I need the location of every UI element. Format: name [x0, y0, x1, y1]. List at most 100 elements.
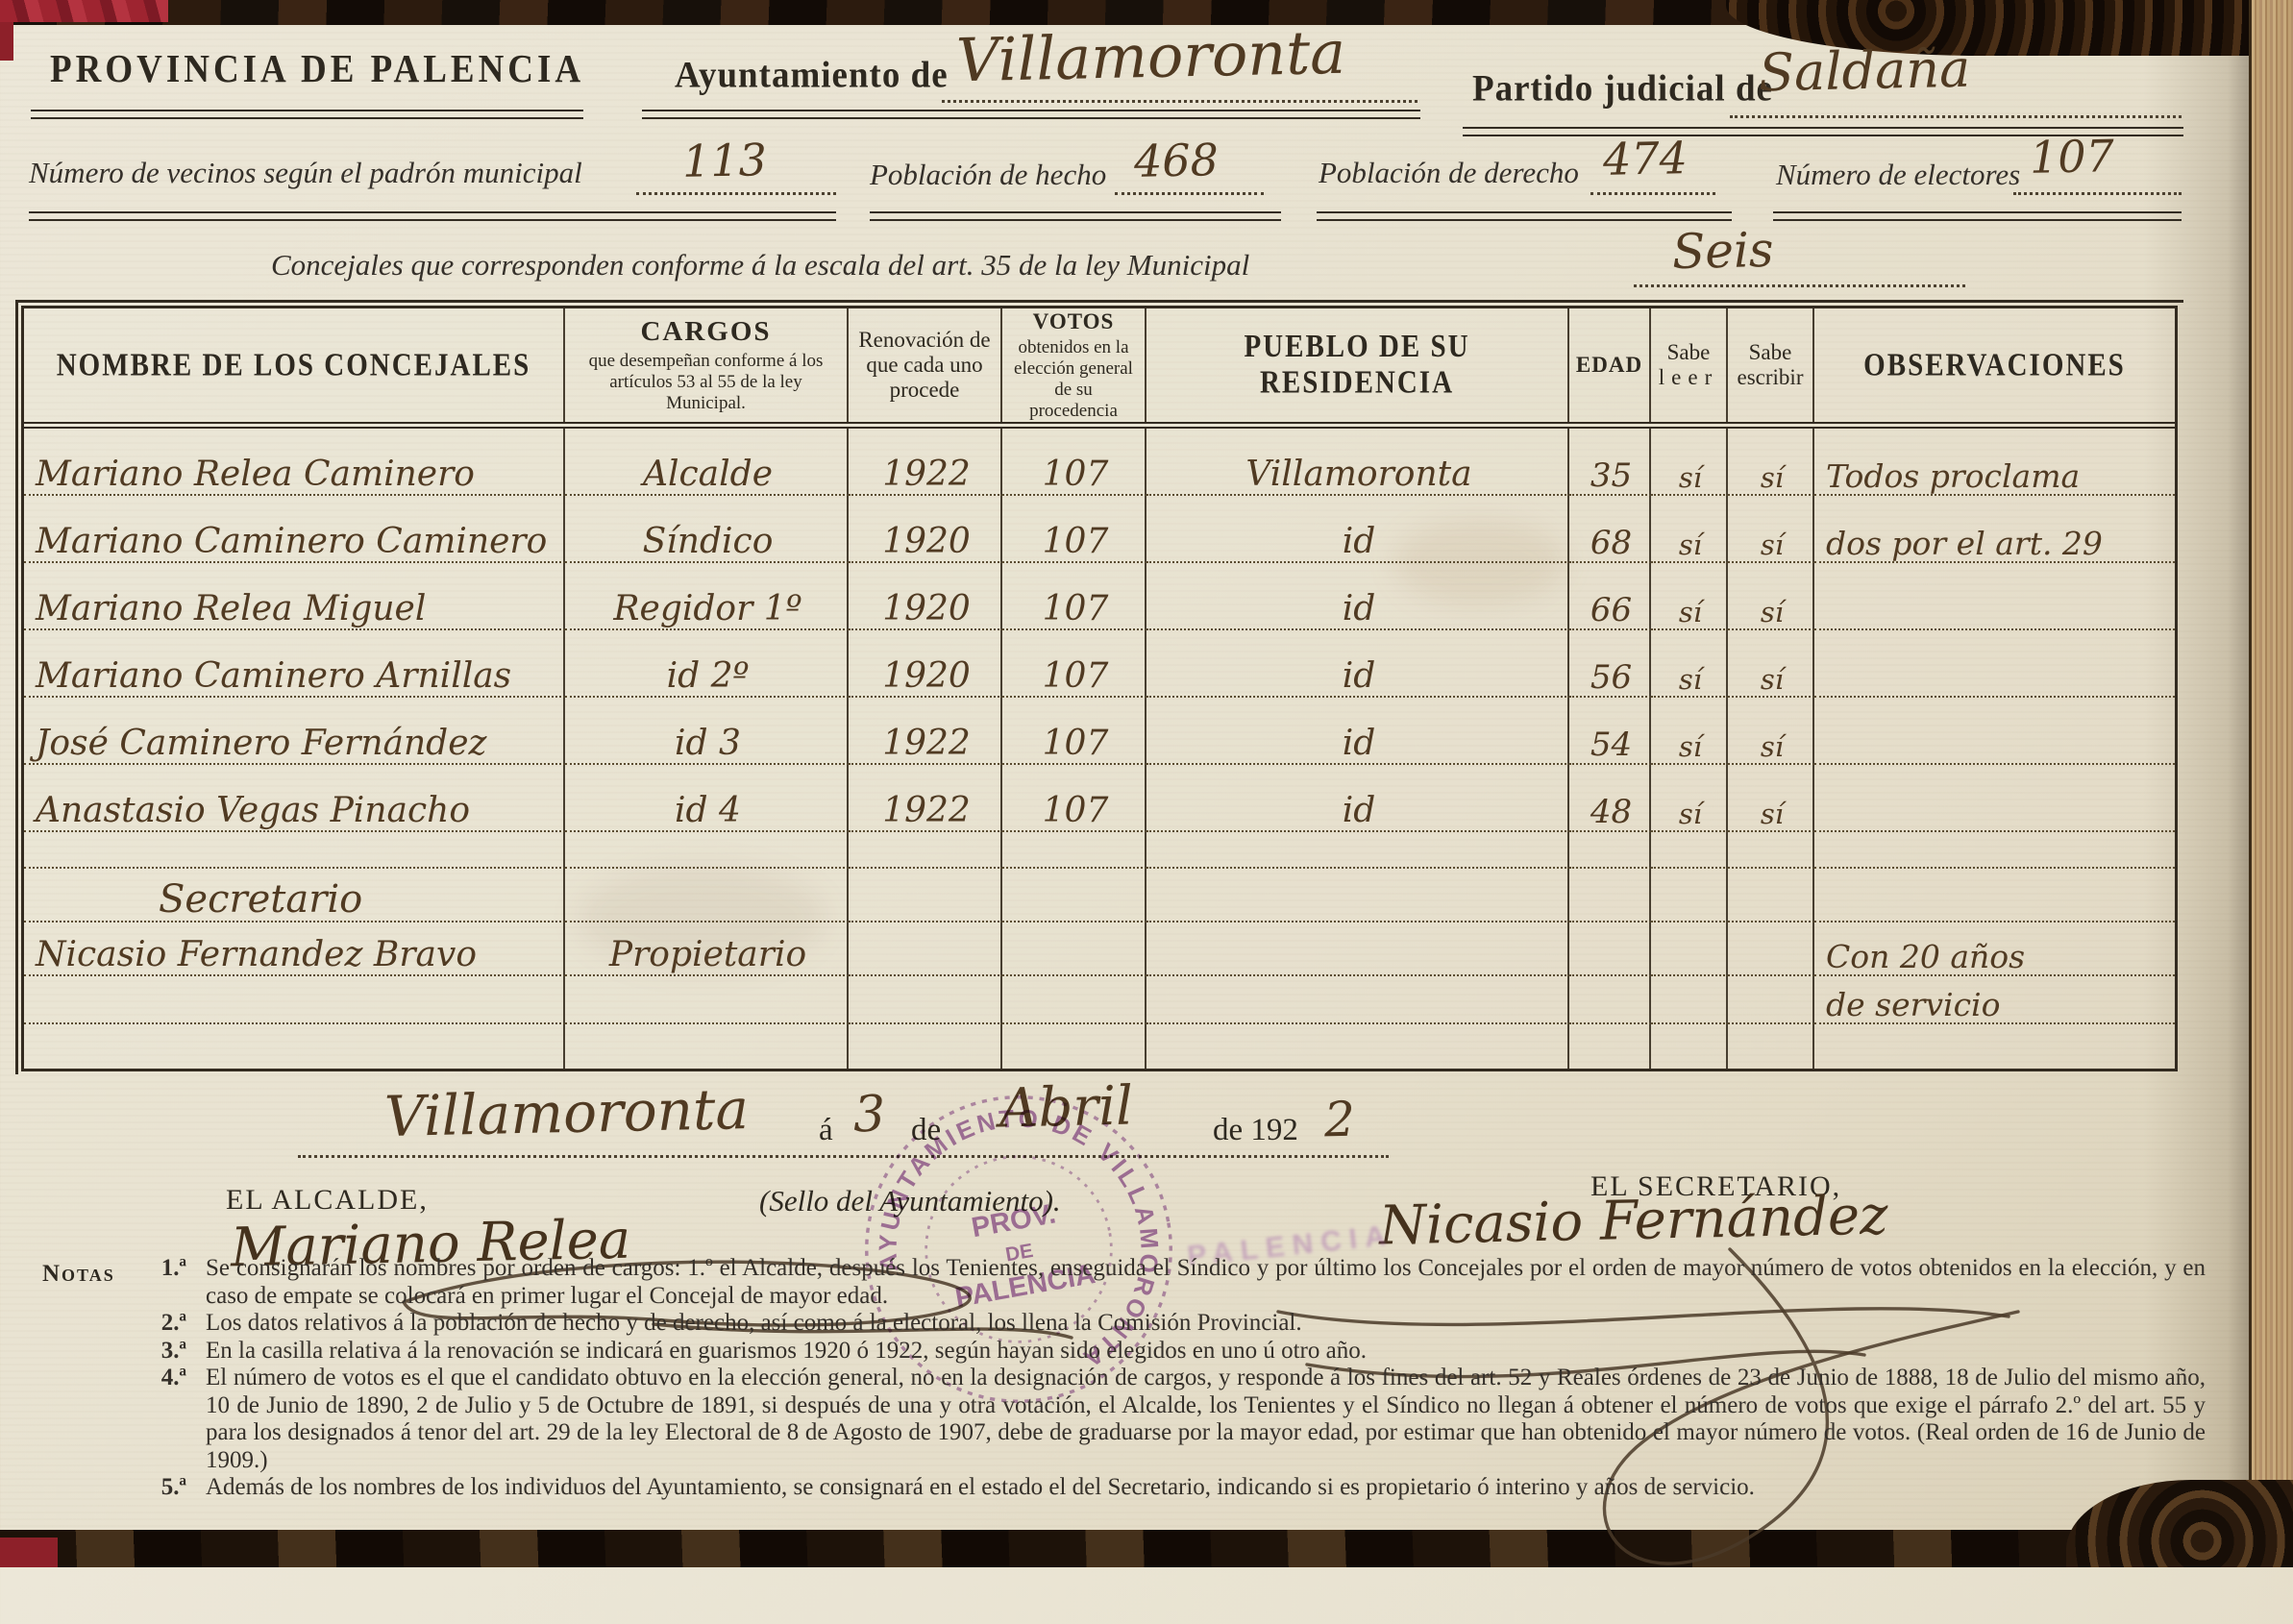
cell-nombre: Mariano Caminero Arnillas	[24, 630, 565, 698]
binding-bottom	[0, 1530, 2293, 1567]
table-row: Mariano Caminero Caminero Síndico 1920 1…	[24, 496, 2175, 563]
cell-sabe-escribir: sí	[1728, 429, 1814, 496]
cell-sabe-leer	[1651, 869, 1728, 923]
table-row: Anastasio Vegas Pinacho id 4 1922 107 id…	[24, 765, 2175, 832]
cell-observaciones	[1814, 765, 2175, 832]
cell-votos	[1002, 869, 1146, 923]
table-row: Mariano Caminero Arnillas id 2º 1920 107…	[24, 630, 2175, 698]
cell-sabe-escribir: sí	[1728, 698, 1814, 765]
date-year-digit: 2	[1323, 1091, 1356, 1148]
derecho-value: 474	[1602, 132, 1689, 185]
cell-nombre: Mariano Relea Caminero	[24, 429, 565, 496]
note-number: 2.ª	[160, 1310, 186, 1336]
cell-pueblo	[1146, 869, 1569, 923]
cell-nombre	[24, 1024, 565, 1069]
cell-nombre: Nicasio Fernandez Bravo	[24, 923, 565, 976]
cell-sabe-leer: sí	[1651, 496, 1728, 563]
dotted-line	[1634, 284, 1965, 287]
cell-edad	[1569, 869, 1651, 923]
cell-renovacion: 1922	[849, 429, 1002, 496]
note-item: 3.ª En la casilla relativa á la renovaci…	[125, 1338, 2206, 1366]
cell-observaciones	[1814, 869, 2175, 923]
cell-sabe-leer: sí	[1651, 563, 1728, 630]
cell-pueblo: id	[1146, 765, 1569, 832]
note-text: El número de votos es el que el candidat…	[206, 1365, 2206, 1473]
cell-cargo: id 3	[565, 698, 849, 765]
cell-pueblo	[1146, 923, 1569, 976]
cell-votos: 107	[1002, 496, 1146, 563]
cell-observaciones: dos por el art. 29	[1814, 496, 2175, 563]
page-curve-shadow	[2143, 0, 2249, 1567]
cell-nombre: Mariano Relea Miguel	[24, 563, 565, 630]
cell-observaciones: Todos proclama	[1814, 429, 2175, 496]
col-renovacion: Renovación de que cada uno procede	[849, 308, 1002, 422]
cell-cargo	[565, 869, 849, 923]
table-row	[24, 832, 2175, 869]
cell-sabe-leer: sí	[1651, 698, 1728, 765]
cell-observaciones	[1814, 563, 2175, 630]
cell-sabe-escribir: sí	[1728, 496, 1814, 563]
cell-edad: 56	[1569, 630, 1651, 698]
cell-edad: 48	[1569, 765, 1651, 832]
cell-cargo: Regidor 1º	[565, 563, 849, 630]
page-edge-right	[2249, 0, 2293, 1567]
note-number: 4.ª	[160, 1365, 186, 1390]
hecho-label: Población de hecho	[870, 158, 1107, 191]
cell-sabe-leer	[1651, 923, 1728, 976]
cell-observaciones	[1814, 1024, 2175, 1069]
cell-votos	[1002, 832, 1146, 869]
derecho-label: Población de derecho	[1319, 156, 1579, 189]
cell-pueblo: id	[1146, 630, 1569, 698]
cell-sabe-leer: sí	[1651, 765, 1728, 832]
cell-renovacion: 1922	[849, 698, 1002, 765]
notes-list: 1.ª Se consignarán los nombres por orden…	[125, 1255, 2206, 1502]
partido-label: Partido judicial de	[1472, 68, 1773, 111]
date-month: Abril	[999, 1074, 1134, 1141]
cell-sabe-leer: sí	[1651, 429, 1728, 496]
table-row: Secretario	[24, 869, 2175, 923]
cell-cargo: Propietario	[565, 923, 849, 976]
concejales-table: NOMBRE DE LOS CONCEJALES CARGOS que dese…	[15, 300, 2183, 1074]
rule-partido	[1463, 127, 2183, 136]
partido-value: Saldaña	[1758, 37, 1971, 104]
cell-edad	[1569, 832, 1651, 869]
note-number: 1.ª	[160, 1255, 186, 1281]
concejales-label: Concejales que corresponden conforme á l…	[271, 248, 1250, 282]
note-item: 4.ª El número de votos es el que el cand…	[125, 1365, 2206, 1474]
cell-renovacion	[849, 1024, 1002, 1069]
hecho-value: 468	[1133, 134, 1220, 187]
cell-edad: 35	[1569, 429, 1651, 496]
dotted-line	[636, 192, 836, 195]
cell-votos: 107	[1002, 563, 1146, 630]
col-sabe-leer: Sabe leer	[1651, 308, 1728, 422]
note-item: 5.ª Además de los nombres de los individ…	[125, 1474, 2206, 1502]
col-sabe-escribir: Sabe escribir	[1728, 308, 1814, 422]
dotted-line	[1590, 192, 1715, 195]
note-number: 3.ª	[160, 1337, 186, 1364]
secretario-label: EL SECRETARIO,	[1590, 1170, 1842, 1202]
cell-edad	[1569, 976, 1651, 1024]
cell-observaciones: Con 20 años	[1814, 923, 2175, 976]
cell-votos: 107	[1002, 429, 1146, 496]
notas-label: Notas	[42, 1261, 115, 1287]
province-title: PROVINCIA DE PALENCIA	[50, 47, 585, 92]
concejales-value: Seis	[1671, 221, 1775, 281]
cell-observaciones: de servicio	[1814, 976, 2175, 1024]
cell-nombre: José Caminero Fernández	[24, 698, 565, 765]
binding-red-marble-edge	[0, 22, 13, 61]
cell-observaciones	[1814, 832, 2175, 869]
cell-pueblo	[1146, 832, 1569, 869]
binding-red-marble	[0, 0, 168, 22]
cell-votos: 107	[1002, 630, 1146, 698]
note-text: Además de los nombres de los individuos …	[206, 1474, 1755, 1500]
electores-label: Número de electores	[1776, 158, 2021, 191]
electores-value: 107	[2029, 130, 2115, 184]
cell-nombre: Anastasio Vegas Pinacho	[24, 765, 565, 832]
table-row: de servicio	[24, 976, 2175, 1024]
note-item: 1.ª Se consignarán los nombres por orden…	[125, 1255, 2206, 1310]
cell-sabe-escribir: sí	[1728, 630, 1814, 698]
col-nombre: NOMBRE DE LOS CONCEJALES	[24, 308, 565, 422]
cell-renovacion: 1922	[849, 765, 1002, 832]
cell-pueblo	[1146, 976, 1569, 1024]
cell-edad: 66	[1569, 563, 1651, 630]
